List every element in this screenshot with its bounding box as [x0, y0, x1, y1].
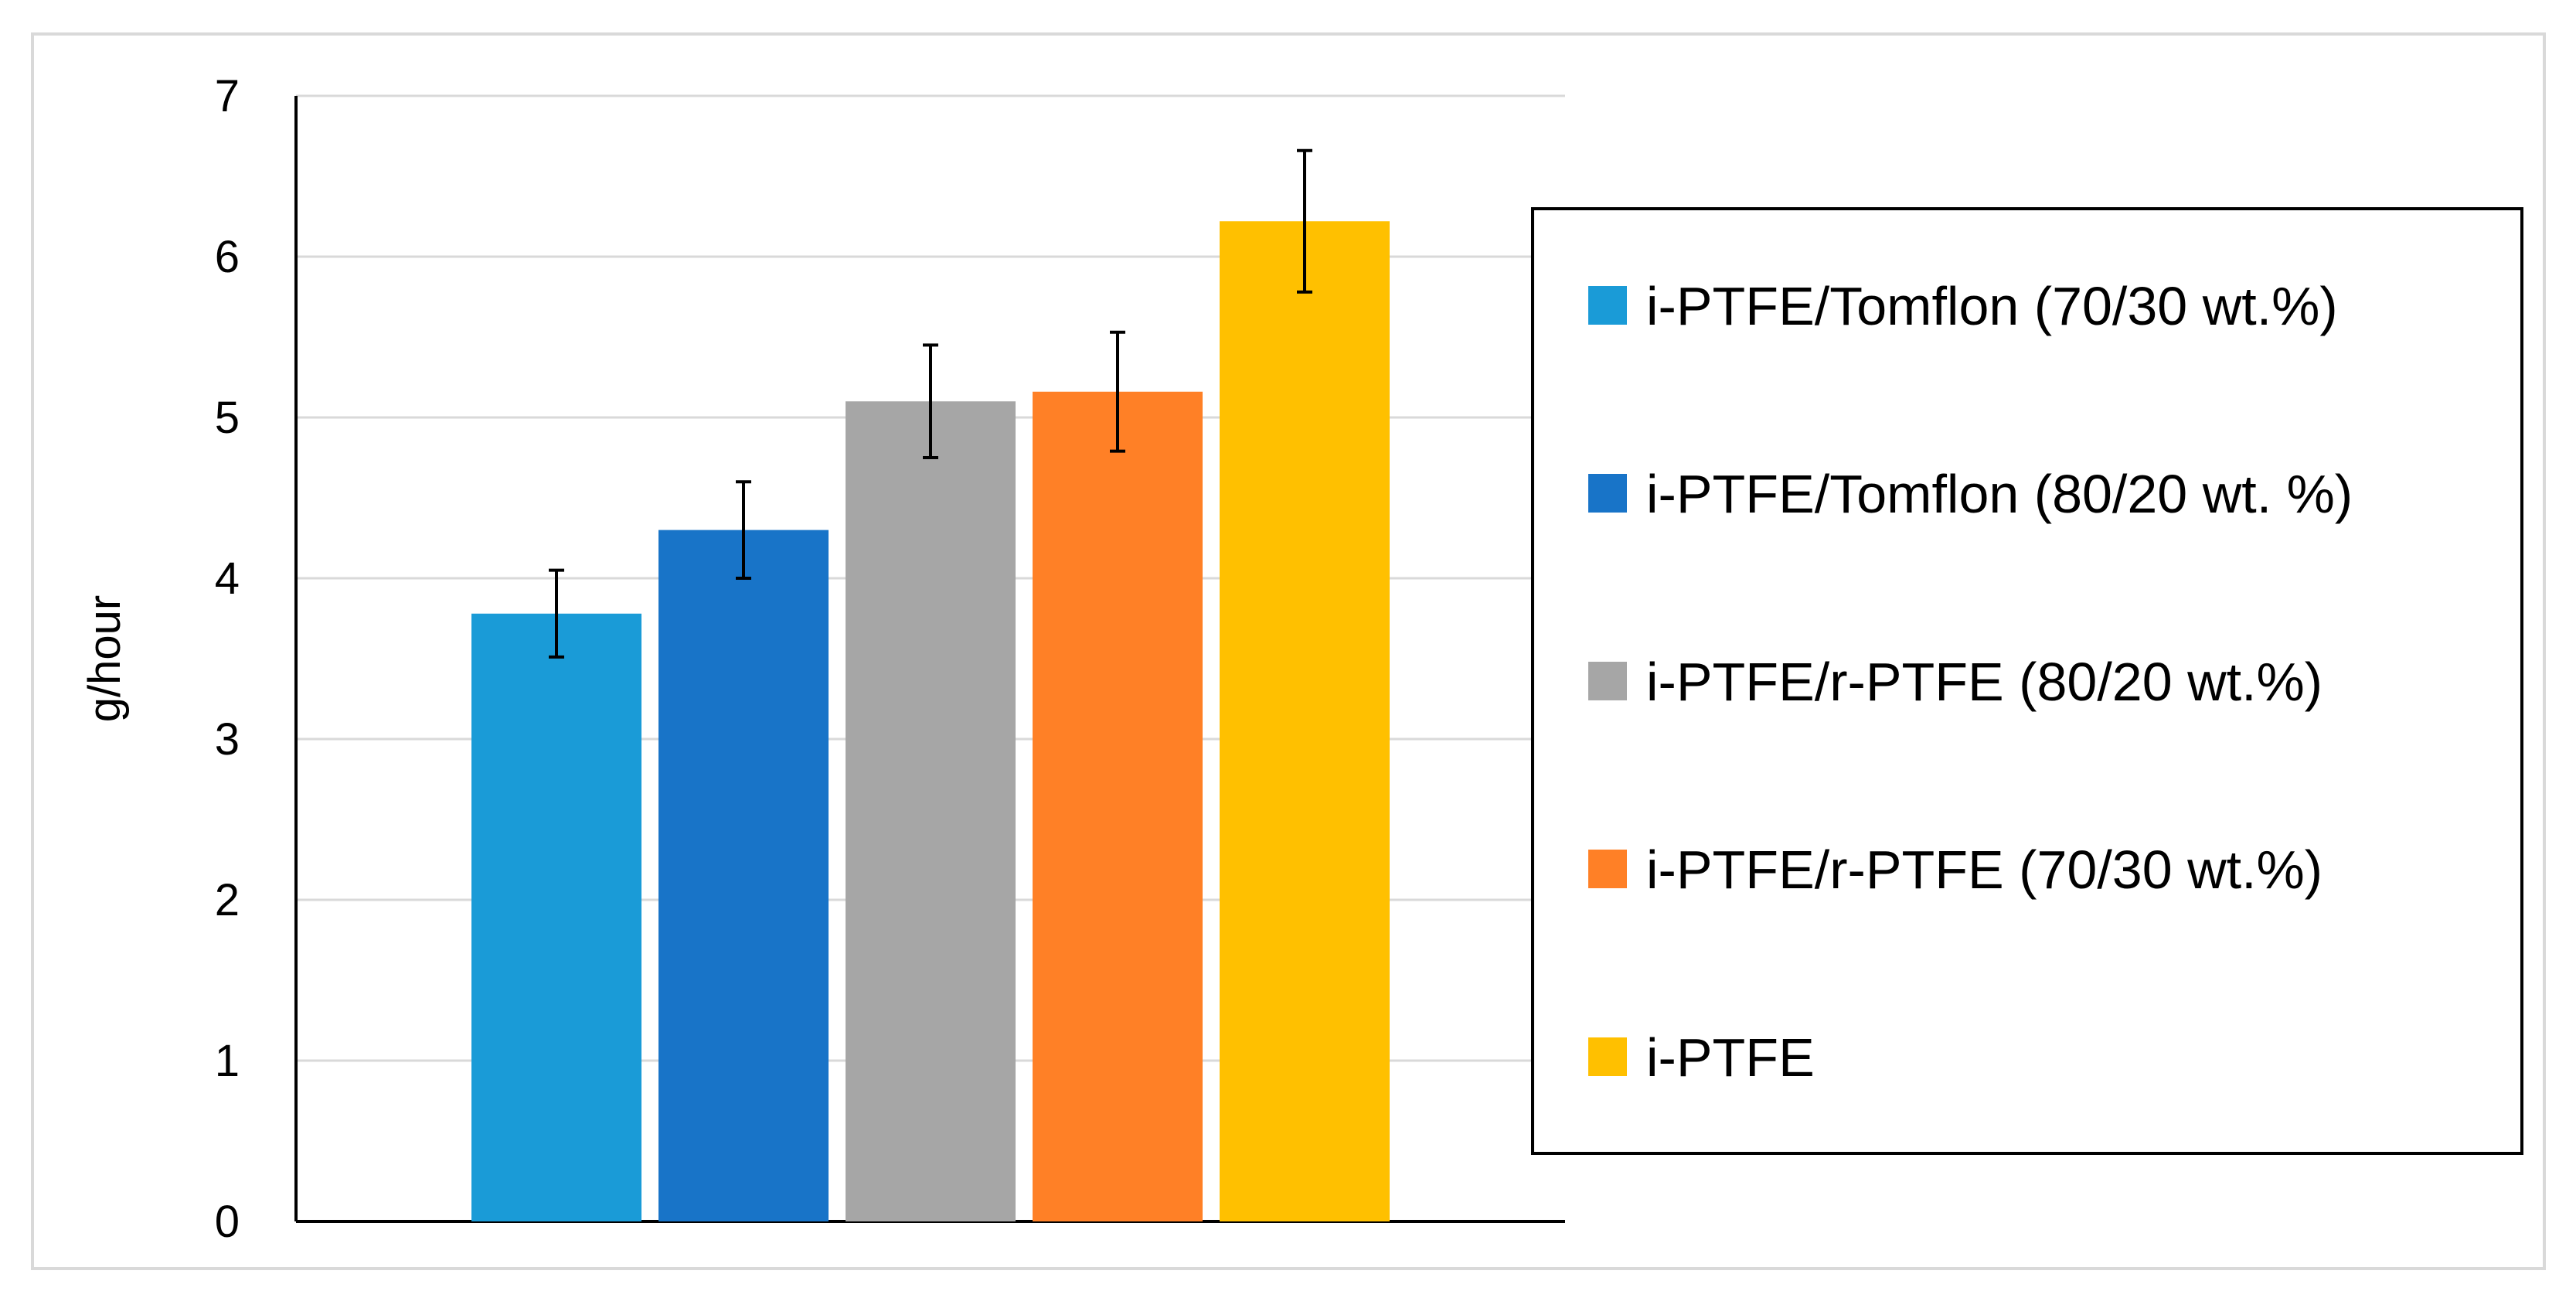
- bar: [1220, 221, 1390, 1221]
- legend-item: i-PTFE/Tomflon (80/20 wt. %): [1588, 464, 2353, 524]
- error-bar: [549, 568, 564, 659]
- bar: [471, 613, 641, 1221]
- y-tick-label: 1: [215, 1036, 240, 1086]
- legend-item: i-PTFE/Tomflon (70/30 wt.%): [1588, 276, 2338, 336]
- legend-item: i-PTFE/r-PTFE (70/30 wt.%): [1588, 840, 2322, 900]
- legend-label: i-PTFE/r-PTFE (70/30 wt.%): [1646, 840, 2322, 900]
- y-axis-title: g/hour: [80, 595, 130, 722]
- y-tick-label: 7: [215, 71, 240, 121]
- y-tick-label: 6: [215, 232, 240, 282]
- legend-swatch: [1588, 1037, 1627, 1076]
- legend-swatch: [1588, 850, 1627, 888]
- y-tick-label: 0: [215, 1197, 240, 1247]
- y-tick-label: 3: [215, 714, 240, 765]
- y-tick-label: 4: [215, 554, 240, 604]
- legend-label: i-PTFE: [1646, 1027, 1815, 1088]
- legend-swatch: [1588, 662, 1627, 700]
- error-bars: [549, 148, 1312, 659]
- y-tick-label: 2: [215, 875, 240, 925]
- legend: i-PTFE/Tomflon (70/30 wt.%) i-PTFE/Tomflo…: [1531, 207, 2523, 1155]
- bar: [846, 401, 1016, 1222]
- bar: [1033, 391, 1203, 1222]
- legend-swatch: [1588, 474, 1627, 513]
- legend-item: i-PTFE: [1588, 1027, 1815, 1088]
- error-bar: [923, 343, 938, 459]
- error-bar: [1297, 148, 1312, 294]
- legend-items: i-PTFE/Tomflon (70/30 wt.%) i-PTFE/Tomflo…: [1588, 276, 2353, 1088]
- legend-label: i-PTFE/Tomflon (70/30 wt.%): [1646, 276, 2338, 336]
- legend-box: [1531, 207, 2523, 1155]
- bars: [471, 221, 1390, 1222]
- y-tick-label: 5: [215, 393, 240, 443]
- legend-label: i-PTFE/Tomflon (80/20 wt. %): [1646, 464, 2353, 524]
- error-bar: [736, 480, 751, 580]
- error-bar: [1110, 330, 1125, 453]
- y-axis-ticks: 0 1 2 3 4 5 6 7: [215, 71, 240, 1247]
- legend-item: i-PTFE/r-PTFE (80/20 wt.%): [1588, 652, 2322, 712]
- legend-swatch: [1588, 286, 1627, 325]
- legend-label: i-PTFE/r-PTFE (80/20 wt.%): [1646, 652, 2322, 712]
- bar: [658, 530, 829, 1221]
